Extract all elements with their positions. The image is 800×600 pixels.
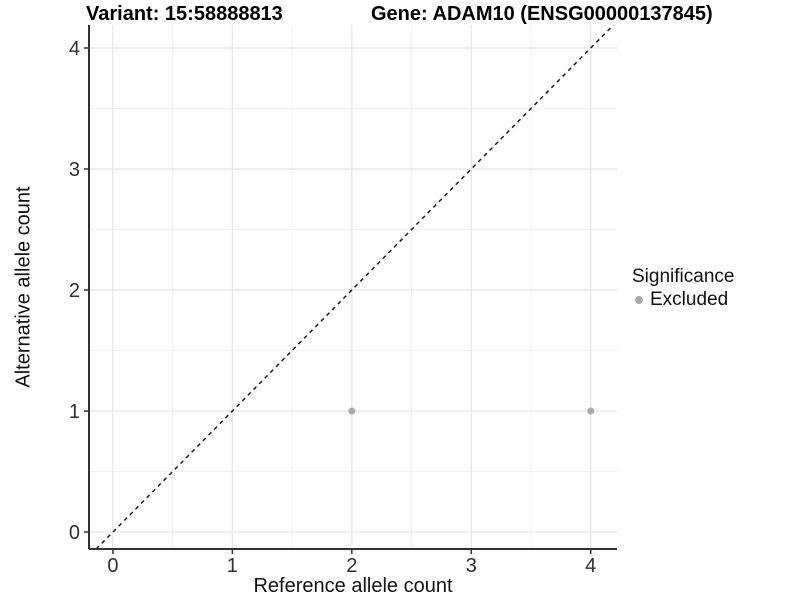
y-tick-label: 4 [69, 38, 80, 60]
legend-point-icon [635, 295, 643, 304]
y-tick-label: 3 [69, 159, 80, 181]
identity-line [95, 24, 614, 550]
legend-item-label: Excluded [650, 289, 729, 310]
data-point [587, 407, 595, 415]
x-axis-title: Reference allele count [253, 575, 453, 597]
y-axis-title: Alternative allele count [12, 186, 35, 388]
x-tick-label: 0 [107, 555, 118, 577]
y-tick-label: 1 [69, 401, 80, 423]
x-tick-label: 4 [585, 555, 596, 577]
x-tick-label: 2 [346, 555, 357, 577]
y-tick-label: 0 [69, 522, 80, 544]
x-tick-label: 3 [466, 555, 477, 577]
legend-title: Significance [632, 266, 735, 287]
legend: Significance Excluded [632, 265, 734, 311]
y-tick-label: 2 [69, 280, 80, 302]
data-point [348, 407, 356, 415]
legend-item-excluded: Excluded [635, 288, 734, 311]
variant-title: Variant: 15:58888813 [86, 3, 283, 25]
gene-title: Gene: ADAM10 (ENSG00000137845) [371, 3, 713, 25]
x-tick-label: 1 [227, 555, 238, 577]
